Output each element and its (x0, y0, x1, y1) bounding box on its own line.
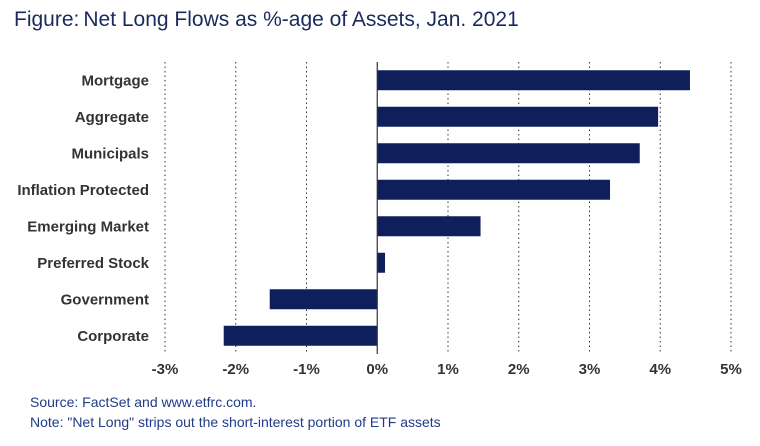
source-note: Source: FactSet and www.etfrc.com. (30, 394, 257, 410)
category-label: Mortgage (82, 72, 150, 89)
category-label: Municipals (71, 145, 149, 162)
x-tick-label: 4% (649, 361, 671, 378)
bar (377, 216, 481, 237)
category-label: Emerging Market (27, 218, 149, 235)
x-tick-label: 3% (579, 361, 601, 378)
bar (269, 289, 378, 310)
bar (377, 106, 659, 127)
x-tick-label: -2% (222, 361, 249, 378)
bar (377, 179, 611, 200)
x-tick-label: -3% (152, 361, 179, 378)
x-tick-label: 2% (508, 361, 530, 378)
chart-notes: Source: FactSet and www.etfrc.com. Note:… (30, 392, 441, 432)
title-text: Net Long Flows as %-age of Assets, Jan. … (83, 8, 519, 31)
x-tick-label: 1% (437, 361, 459, 378)
chart-title: Figure: Net Long Flows as %-age of Assets… (14, 8, 519, 32)
x-tick-label: 5% (720, 361, 742, 378)
bar (377, 143, 640, 164)
title-prefix: Figure: (14, 8, 80, 31)
bar (223, 325, 378, 346)
bar (377, 252, 386, 273)
x-tick-label: 0% (366, 361, 388, 378)
category-label: Corporate (77, 328, 149, 345)
category-label: Government (61, 291, 149, 308)
category-label: Inflation Protected (17, 182, 149, 199)
footnote: Note: "Net Long" strips out the short-in… (30, 414, 441, 430)
bar (377, 70, 690, 91)
x-tick-label: -1% (293, 361, 320, 378)
category-label: Preferred Stock (37, 255, 149, 272)
category-label: Aggregate (75, 109, 149, 126)
